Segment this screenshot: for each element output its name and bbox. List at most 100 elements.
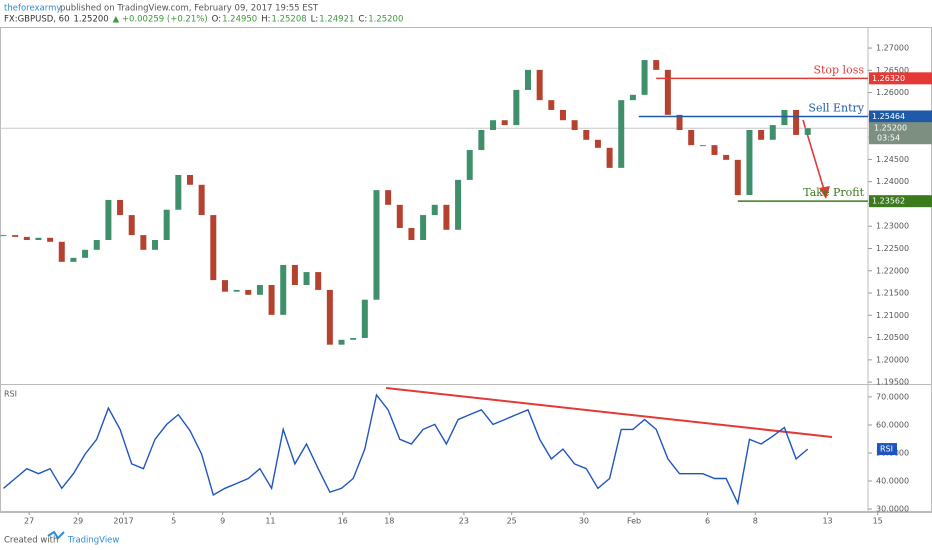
y-tick-label: 1.20000 <box>876 355 909 364</box>
candle <box>256 285 263 295</box>
x-tick-label: 25 <box>507 517 517 526</box>
candle <box>804 128 811 135</box>
y-tick-label: 1.23000 <box>876 222 909 231</box>
legend-text: O: <box>212 15 221 25</box>
y-tick-label: 1.19500 <box>876 378 909 387</box>
rsi-trendline <box>385 387 833 438</box>
candle <box>245 289 252 295</box>
legend-text: 1.25200 <box>368 15 403 25</box>
y-tick-label: 30.0000 <box>876 505 909 514</box>
published: published on TradingView.com, February 0… <box>60 4 319 14</box>
candle <box>501 120 508 126</box>
level-value: 1.26320 <box>872 74 905 83</box>
y-tick-label: 1.22000 <box>876 266 909 275</box>
x-tick-label: 27 <box>24 517 34 526</box>
y-tick-label: 1.22500 <box>876 244 909 253</box>
candle <box>758 130 765 140</box>
rsi-pane-label: RSI <box>4 390 17 399</box>
x-tick-label: 5 <box>171 517 176 526</box>
last-value: 1.25200 <box>874 124 907 133</box>
candle <box>58 241 65 262</box>
candle <box>420 215 427 241</box>
candle <box>198 184 205 216</box>
y-tick-label: 1.26500 <box>876 66 909 75</box>
candle <box>117 199 124 216</box>
candle <box>373 190 380 300</box>
level-box <box>869 72 932 85</box>
legend-text: 1.25208 <box>271 15 306 25</box>
y-tick-label: 1.24500 <box>876 155 909 164</box>
x-tick-label: 2017 <box>113 517 133 526</box>
level-box <box>869 110 932 123</box>
legend-text: L: <box>311 15 319 25</box>
candle <box>478 130 485 151</box>
level-value: 1.25464 <box>872 112 905 121</box>
candle <box>536 69 543 101</box>
candle <box>82 249 89 258</box>
x-tick-label: 23 <box>459 517 469 526</box>
legend-text: H: <box>261 15 270 25</box>
candle <box>676 114 683 131</box>
x-tick-label: 8 <box>753 517 758 526</box>
candle <box>606 147 613 168</box>
x-tick-label: 16 <box>338 517 348 526</box>
candle <box>571 120 578 131</box>
candle <box>793 109 800 135</box>
candle <box>338 339 345 345</box>
legend-text: FX:GBPUSD, 60 <box>4 15 70 25</box>
candle <box>653 60 660 70</box>
candle <box>396 204 403 228</box>
candle <box>326 289 333 345</box>
candle <box>268 285 275 315</box>
candle <box>12 235 19 237</box>
logo <box>47 530 65 540</box>
candle <box>93 240 100 250</box>
x-tick-label: 30 <box>579 517 589 526</box>
candle <box>291 264 298 286</box>
legend-text: C: <box>358 15 367 25</box>
y-tick-label: 70.0000 <box>876 392 909 401</box>
rsi-line <box>3 393 809 506</box>
candle <box>128 215 135 236</box>
candle <box>175 174 182 210</box>
candle <box>594 139 601 148</box>
candle <box>280 264 287 315</box>
candle <box>455 179 462 230</box>
candle <box>105 199 112 241</box>
candle <box>513 89 520 126</box>
candle <box>163 209 170 241</box>
candle <box>303 272 310 286</box>
y-tick-label: 1.26000 <box>876 88 909 97</box>
candle <box>699 145 706 147</box>
level-value: 1.23562 <box>872 197 905 206</box>
legend-text: 1.24921 <box>319 15 354 25</box>
arrow-head <box>819 186 830 199</box>
y-tick-label: 1.20500 <box>876 333 909 342</box>
candle <box>233 289 240 292</box>
candle <box>629 94 636 101</box>
y-tick-label: 1.21500 <box>876 289 909 298</box>
candle <box>583 130 590 140</box>
x-tick-label: 9 <box>220 517 225 526</box>
candle <box>688 130 695 146</box>
legend-text: 1.25200 <box>74 15 109 25</box>
candle <box>746 130 753 196</box>
candle <box>641 60 648 95</box>
x-tick-label: 11 <box>265 517 275 526</box>
candle <box>769 125 776 140</box>
candle <box>490 120 497 131</box>
candle <box>0 235 7 237</box>
candle <box>431 204 438 216</box>
y-tick-label: 1.24000 <box>876 177 909 186</box>
candle <box>408 227 415 241</box>
candle <box>140 235 147 250</box>
candle <box>221 280 228 292</box>
candle <box>734 159 741 196</box>
level-label: Take Profit <box>803 186 864 199</box>
y-tick-label: 1.27000 <box>876 44 909 53</box>
x-tick-label: 13 <box>822 517 832 526</box>
candle <box>618 100 625 168</box>
author: theforexarmy <box>4 4 61 14</box>
